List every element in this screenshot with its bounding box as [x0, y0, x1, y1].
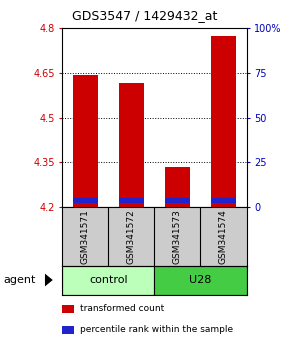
Bar [62, 266, 155, 295]
Text: control: control [89, 275, 128, 285]
Bar [119, 84, 144, 207]
Text: GSM341574: GSM341574 [219, 209, 228, 264]
Text: GSM341571: GSM341571 [81, 209, 90, 264]
Text: GDS3547 / 1429432_at: GDS3547 / 1429432_at [72, 9, 218, 22]
Bar [165, 167, 190, 207]
Bar [155, 266, 246, 295]
Bar [119, 198, 144, 202]
Text: percentile rank within the sample: percentile rank within the sample [80, 325, 233, 335]
Bar [165, 198, 190, 202]
Bar [73, 198, 98, 202]
Text: U28: U28 [189, 275, 212, 285]
Bar [73, 74, 98, 207]
Text: transformed count: transformed count [80, 304, 164, 313]
Polygon shape [45, 274, 53, 286]
Bar [211, 198, 236, 202]
Text: agent: agent [3, 275, 35, 285]
Text: GSM341572: GSM341572 [127, 209, 136, 264]
Bar [211, 36, 236, 207]
Text: GSM341573: GSM341573 [173, 209, 182, 264]
